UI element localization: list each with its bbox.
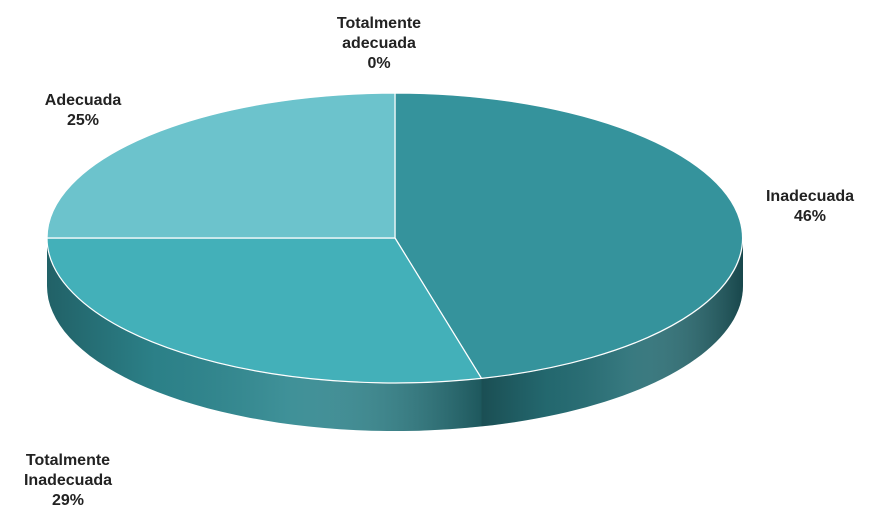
data-label-adecuada: Adecuada 25% — [45, 92, 122, 129]
pie-rim-highlight — [46, 92, 744, 384]
pie-label-group: Inadecuada 46% Totalmente Inadecuada 29% Adec… — [24, 15, 854, 509]
data-label-inadecuada: Inadecuada 46% — [766, 188, 854, 225]
data-label-totalmente-adecuada: Totalmente adecuada 0% — [337, 15, 421, 72]
pie-top-group — [46, 92, 744, 384]
data-label-totalmente-inadecuada: Totalmente Inadecuada 29% — [24, 452, 112, 509]
pie-side-inadecuada — [481, 238, 743, 427]
pie-slice-adecuada — [46, 92, 396, 239]
pie-slice-totalmente-inadecuada — [46, 237, 483, 384]
pie-slice-inadecuada — [394, 92, 744, 380]
